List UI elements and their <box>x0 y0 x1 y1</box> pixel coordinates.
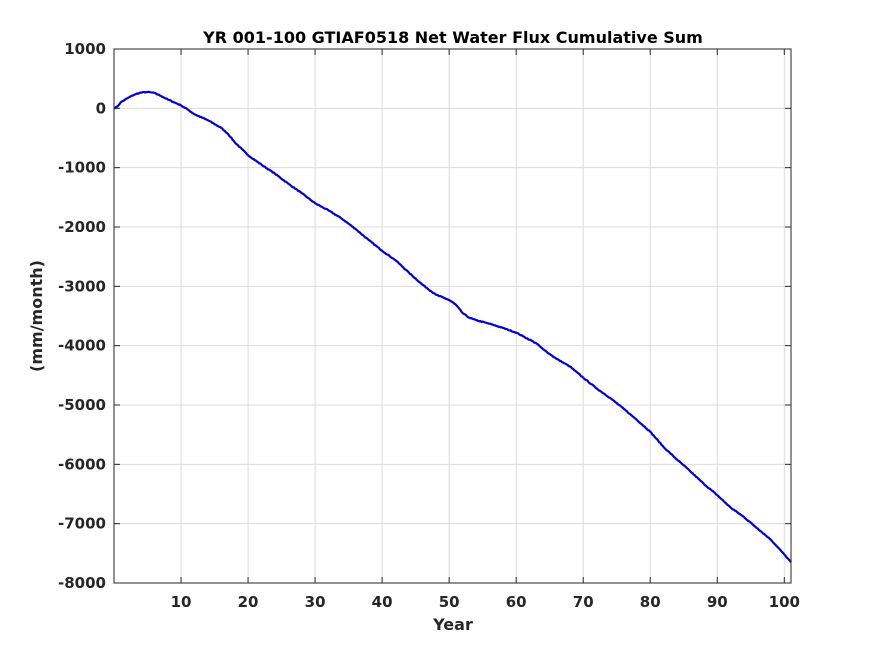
x-tick-label: 10 <box>171 593 192 611</box>
y-tick-label: -8000 <box>58 574 106 592</box>
x-tick-label: 30 <box>305 593 326 611</box>
x-tick-label: 50 <box>439 593 460 611</box>
x-tick-label: 60 <box>506 593 527 611</box>
y-axis-label: (mm/month) <box>27 260 46 372</box>
x-tick-label: 90 <box>707 593 728 611</box>
x-axis-label: Year <box>432 615 473 634</box>
grid <box>114 48 791 584</box>
y-tick-label: -2000 <box>58 218 106 236</box>
x-tick-label: 100 <box>769 593 800 611</box>
axis-ticks: 10 20 30 40 50 60 70 80 90 100 1000 0 -1000 -2000 -300… <box>58 40 800 611</box>
x-tick-label: 80 <box>640 593 661 611</box>
y-tick-label: -5000 <box>58 396 106 414</box>
x-tick-label: 40 <box>372 593 393 611</box>
series-line <box>113 90 792 563</box>
y-tick-label: -4000 <box>58 337 106 355</box>
y-tick-label: -1000 <box>58 159 106 177</box>
y-tick-label: -7000 <box>58 515 106 533</box>
x-tick-label: 70 <box>573 593 594 611</box>
y-tick-label: -3000 <box>58 277 106 295</box>
plot-area <box>113 48 792 584</box>
y-tick-label: 0 <box>96 99 106 117</box>
x-tick-label: 20 <box>238 593 259 611</box>
chart-title: YR 001-100 GTIAF0518 Net Water Flux Cumu… <box>202 28 703 47</box>
y-tick-label: 1000 <box>64 40 106 58</box>
y-tick-label: -6000 <box>58 455 106 473</box>
